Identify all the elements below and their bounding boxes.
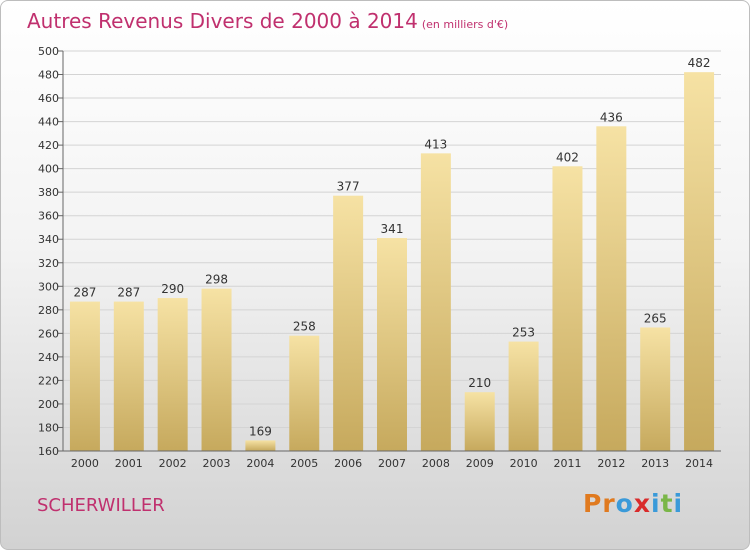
bar [289, 335, 320, 451]
bar [596, 126, 627, 451]
y-tick-label: 280 [38, 304, 59, 317]
y-tick-label: 160 [38, 445, 59, 458]
logo-letter: x [633, 489, 651, 518]
logo-letter: r [602, 489, 616, 518]
x-axis: 2000 2001 2002 2003 2004 2005 2006 2007 2008 2009… [63, 450, 721, 470]
x-tick-label: 2014 [685, 457, 713, 470]
y-tick-label: 320 [38, 257, 59, 270]
bar [684, 72, 715, 452]
data-label: 377 [337, 180, 360, 194]
y-tick-label: 180 [38, 421, 59, 434]
x-tick-label: 2000 [71, 457, 99, 470]
data-label: 341 [381, 222, 404, 236]
bar [464, 392, 495, 451]
data-label: 169 [249, 424, 272, 438]
y-tick-label: 500 [38, 45, 59, 58]
y-tick-label: 260 [38, 327, 59, 340]
bar [420, 153, 451, 451]
data-label: 287 [117, 286, 140, 300]
y-tick-label: 340 [38, 233, 59, 246]
x-tick-label: 2005 [290, 457, 318, 470]
bar [245, 440, 276, 451]
bar [640, 327, 671, 451]
data-label: 482 [688, 56, 711, 70]
bar [69, 301, 100, 451]
y-axis: 160 180 200 220 240 260 280 300 320 340 360 380 400 4… [38, 45, 64, 458]
logo-letter: i [673, 489, 684, 518]
y-tick-label: 360 [38, 210, 59, 223]
bar [333, 195, 364, 451]
logo-letter: t [660, 489, 674, 518]
bar [552, 166, 583, 451]
y-tick-label: 220 [38, 374, 59, 387]
logo-letter: i [651, 489, 661, 518]
y-tick-label: 480 [38, 69, 59, 82]
data-label: 258 [293, 320, 316, 334]
x-tick-label: 2010 [510, 457, 538, 470]
chart-title: Autres Revenus Divers de 2000 à 2014 (en … [27, 9, 508, 33]
y-tick-label: 460 [38, 92, 59, 105]
y-tick-label: 300 [38, 280, 59, 293]
chart-unit: (en milliers d'€) [421, 18, 509, 31]
x-tick-label: 2008 [422, 457, 450, 470]
data-label: 265 [644, 311, 667, 325]
x-tick-label: 2002 [159, 457, 187, 470]
x-tick-label: 2004 [246, 457, 274, 470]
x-tick-label: 2001 [115, 457, 143, 470]
data-label: 402 [556, 150, 579, 164]
logo-letter: P [583, 489, 603, 518]
bar [377, 238, 407, 451]
x-tick-label: 2013 [641, 457, 669, 470]
data-label: 253 [512, 326, 535, 340]
data-label: 290 [161, 282, 184, 296]
proxiti-logo: Proxiti [583, 489, 683, 518]
x-tick-label: 2011 [553, 457, 581, 470]
bars: 287 287 290 298 169 258 377 341 413 210 253 402 436 2… [69, 56, 715, 452]
y-tick-label: 240 [38, 351, 59, 364]
commune-name: SCHERWILLER [37, 495, 165, 516]
chart-title-text: Autres Revenus Divers de 2000 à 2014 [27, 9, 418, 33]
y-tick-label: 400 [38, 163, 59, 176]
data-label: 210 [468, 376, 491, 390]
data-label: 287 [73, 286, 96, 300]
x-tick-label: 2009 [466, 457, 494, 470]
x-tick-label: 2006 [334, 457, 362, 470]
bar [157, 298, 188, 451]
x-tick-label: 2012 [597, 457, 625, 470]
bar [113, 301, 144, 451]
x-tick-label: 2003 [203, 457, 231, 470]
y-tick-label: 380 [38, 186, 59, 199]
y-tick-label: 420 [38, 139, 59, 152]
bar [508, 341, 539, 451]
data-label: 413 [424, 137, 447, 151]
data-label: 298 [205, 273, 228, 287]
bar [201, 288, 232, 451]
y-tick-label: 440 [38, 116, 59, 129]
y-tick-label: 200 [38, 398, 59, 411]
x-tick-label: 2007 [378, 457, 406, 470]
data-label: 436 [600, 110, 623, 124]
logo-letter: o [615, 489, 634, 518]
